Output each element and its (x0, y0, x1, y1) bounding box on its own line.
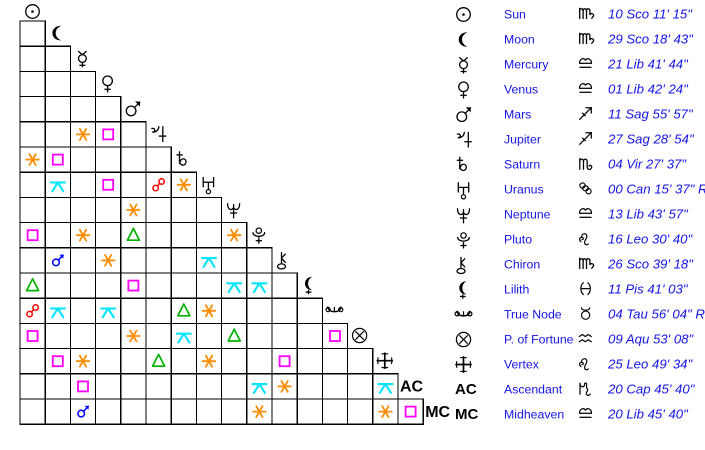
svg-text:13 Lib 43' 57": 13 Lib 43' 57" (608, 206, 689, 221)
svg-text:Mercury: Mercury (504, 57, 549, 71)
svg-text:Venus: Venus (504, 82, 538, 96)
svg-text:Midheaven: Midheaven (504, 407, 564, 421)
svg-text:Moon: Moon (504, 32, 535, 46)
svg-text:Sun: Sun (504, 7, 526, 21)
svg-text:Pluto: Pluto (504, 232, 532, 246)
svg-text:Ascendant: Ascendant (504, 382, 563, 396)
svg-text:P. of Fortune: P. of Fortune (504, 332, 574, 346)
svg-text:Uranus: Uranus (504, 182, 544, 196)
svg-text:26 Sco 39' 18": 26 Sco 39' 18" (607, 256, 694, 271)
svg-text:01 Lib 42' 24": 01 Lib 42' 24" (608, 81, 689, 96)
svg-text:AC: AC (400, 379, 424, 396)
svg-text:20 Lib 45' 40": 20 Lib 45' 40" (607, 406, 689, 421)
svg-text:04 Tau 56' 04" R: 04 Tau 56' 04" R (608, 306, 705, 321)
svg-text:09 Aqu 53' 08": 09 Aqu 53' 08" (608, 331, 694, 346)
svg-text:29 Sco 18' 43": 29 Sco 18' 43" (607, 31, 694, 46)
svg-text:27 Sag 28' 54": 27 Sag 28' 54" (607, 131, 695, 146)
svg-text:Mars: Mars (504, 107, 531, 121)
svg-text:Lilith: Lilith (504, 282, 529, 296)
svg-text:11 Pis 41' 03": 11 Pis 41' 03" (608, 281, 689, 296)
svg-text:Vertex: Vertex (504, 357, 540, 371)
svg-text:MC: MC (455, 406, 478, 423)
svg-text:11 Sag 55' 57": 11 Sag 55' 57" (608, 106, 694, 121)
svg-text:20 Cap 45' 40": 20 Cap 45' 40" (607, 381, 696, 396)
svg-text:Chiron: Chiron (504, 257, 540, 271)
svg-text:25 Leo 49' 34": 25 Leo 49' 34" (607, 356, 694, 371)
svg-text:MC: MC (425, 404, 450, 421)
svg-text:10 Sco 11' 15": 10 Sco 11' 15" (608, 6, 693, 21)
svg-text:Saturn: Saturn (504, 157, 540, 171)
svg-text:00 Can 15' 37" R: 00 Can 15' 37" R (608, 181, 705, 196)
svg-text:True Node: True Node (504, 307, 562, 321)
svg-text:04 Vir 27' 37": 04 Vir 27' 37" (608, 156, 687, 171)
svg-text:Jupiter: Jupiter (504, 132, 541, 146)
svg-text:Neptune: Neptune (504, 207, 551, 221)
svg-text:21 Lib 41' 44": 21 Lib 41' 44" (607, 56, 689, 71)
svg-text:AC: AC (455, 381, 477, 398)
svg-text:16 Leo 30' 40": 16 Leo 30' 40" (608, 231, 694, 246)
